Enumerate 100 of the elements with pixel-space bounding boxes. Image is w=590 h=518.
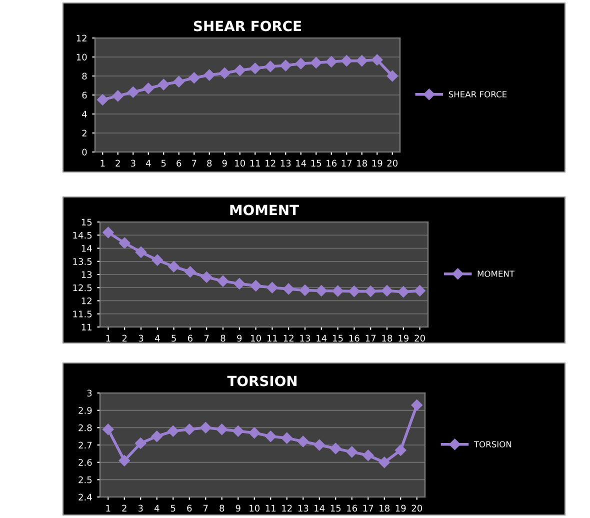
point (151, 430, 162, 442)
point (250, 62, 261, 74)
x-tick-label: 15 (330, 504, 341, 512)
point (266, 282, 278, 294)
y-tick-label: 3 (87, 390, 92, 397)
x-tick-label: 2 (122, 334, 127, 342)
x-tick-label: 14 (316, 334, 327, 342)
point (118, 454, 130, 466)
point (348, 286, 360, 297)
x-tick-label: 11 (267, 334, 278, 342)
point (168, 426, 179, 437)
point (310, 57, 322, 68)
point (234, 64, 246, 76)
legend-label: TORSION (474, 441, 512, 448)
point (184, 266, 196, 278)
point (298, 436, 309, 448)
y-tick-label: 14 (82, 245, 92, 252)
x-tick-label: 3 (130, 160, 136, 167)
point (282, 283, 294, 295)
x-tick-label: 5 (161, 160, 166, 167)
x-tick-label: 19 (396, 504, 406, 512)
y-tick-label: 14.5 (73, 232, 92, 239)
x-tick-label: 16 (326, 160, 337, 167)
point (281, 432, 292, 444)
y-tick-label: 13.5 (73, 258, 92, 265)
x-tick-label: 17 (366, 334, 376, 342)
x-tick-label: 2 (116, 160, 120, 166)
point (128, 86, 139, 98)
point (135, 246, 147, 258)
x-tick-label: 14 (314, 504, 325, 512)
point (386, 70, 398, 82)
x-tick-label: 20 (387, 160, 398, 167)
x-tick-label: 13 (300, 334, 310, 342)
y-tick-label: 13 (82, 271, 92, 278)
x-tick-label: 11 (266, 504, 276, 512)
point (326, 56, 337, 68)
point (97, 94, 108, 106)
x-tick-label: 18 (357, 160, 367, 167)
point (102, 226, 114, 238)
chart-title: SHEAR FORCE (194, 20, 302, 32)
x-tick-label: 8 (207, 160, 212, 167)
y-tick-label: 10 (76, 54, 87, 61)
x-tick-label: 8 (220, 334, 226, 342)
point (264, 60, 276, 72)
x-tick-label: 16 (347, 504, 358, 512)
point (346, 446, 358, 458)
point (152, 254, 164, 266)
y-tick-label: 8 (82, 72, 87, 80)
x-tick-label: 6 (176, 160, 182, 167)
point (330, 442, 342, 454)
point (314, 439, 325, 451)
x-tick-label: 1 (106, 334, 110, 342)
point (158, 78, 170, 90)
x-tick-label: 9 (237, 334, 242, 342)
x-tick-label: 20 (414, 334, 425, 342)
point (118, 237, 130, 249)
point (112, 90, 124, 102)
x-tick-label: 9 (236, 504, 240, 512)
x-tick-label: 4 (146, 160, 151, 166)
point (217, 275, 229, 287)
chart-title: TORSION (227, 376, 297, 386)
x-tick-label: 10 (250, 504, 260, 512)
x-tick-label: 15 (333, 334, 343, 342)
point (295, 58, 306, 70)
point (135, 438, 146, 449)
x-tick-label: 7 (203, 504, 208, 512)
point (219, 68, 230, 79)
x-tick-label: 14 (296, 160, 306, 166)
x-tick-label: 17 (363, 504, 374, 512)
x-tick-label: 17 (342, 160, 352, 166)
y-tick-label: 0 (82, 148, 87, 156)
point (381, 285, 393, 296)
point (204, 69, 215, 81)
point (299, 284, 311, 296)
point (216, 424, 228, 436)
x-tick-label: 18 (380, 504, 390, 512)
x-tick-label: 10 (251, 334, 261, 342)
x-tick-label: 15 (311, 160, 322, 167)
x-tick-label: 3 (138, 504, 143, 512)
x-tick-label: 7 (204, 334, 209, 342)
x-tick-label: 12 (266, 160, 276, 166)
point (362, 450, 374, 462)
x-tick-label: 12 (282, 504, 292, 512)
y-tick-label: 15 (82, 218, 92, 226)
x-tick-label: 19 (398, 334, 409, 342)
x-tick-label: 7 (192, 160, 196, 166)
y-tick-label: 4 (82, 110, 87, 118)
point (395, 444, 406, 456)
x-tick-label: 3 (138, 334, 144, 342)
x-tick-label: 4 (154, 504, 160, 512)
point (184, 424, 195, 436)
y-tick-label: 2.9 (78, 407, 92, 414)
x-tick-label: 16 (349, 334, 360, 342)
y-tick-label: 12 (76, 34, 86, 42)
point (378, 456, 390, 468)
point (332, 285, 344, 297)
x-tick-label: 6 (188, 334, 193, 342)
point (398, 286, 410, 298)
point (356, 55, 368, 66)
x-tick-label: 1 (106, 504, 110, 512)
